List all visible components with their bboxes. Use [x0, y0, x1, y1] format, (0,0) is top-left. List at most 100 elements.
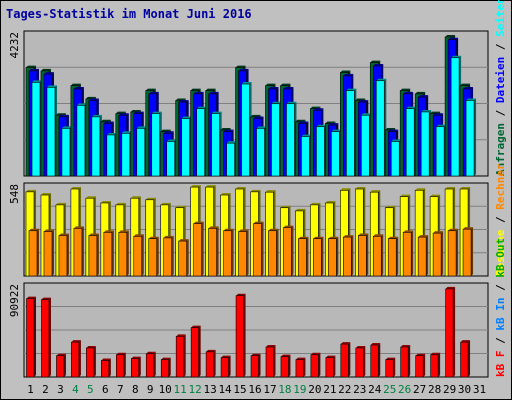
bar-seiten-day-2 [46, 87, 56, 177]
bar-rechner-day-26-top [403, 230, 414, 233]
bar-seiten-day-11-top [181, 116, 192, 119]
bar-besuche-day-20-top [310, 202, 321, 205]
bar-anfragen-day-7-top [115, 111, 126, 114]
bar-seiten-day-1 [31, 82, 41, 177]
bar-kb-f-day-12-side [198, 325, 201, 377]
bar-rechner-day-25 [387, 238, 397, 277]
bar-anfragen-day-10-top [160, 129, 171, 132]
bar-kb-f-day-29-top [445, 286, 456, 289]
bar-dateien-day-29-top [448, 37, 459, 40]
bar-anfragen-day-11-top [175, 98, 186, 101]
bar-dateien-day-3-top [58, 114, 69, 117]
bar-seiten-day-17 [271, 103, 280, 177]
bar-kb-f-day-6-top [101, 358, 111, 361]
bar-kb-f-day-30 [460, 341, 469, 378]
bar-kb-f-day-27-side [423, 353, 426, 377]
legend-entry: Besuche [494, 229, 507, 276]
bar-dateien-day-30-top [463, 86, 474, 89]
bar-anfragen-day-6-top [100, 119, 111, 122]
bar-rechner-day-18 [283, 227, 292, 277]
x-tick-label-day-14: 14 [218, 383, 232, 396]
bar-kb-f-day-14-top [221, 355, 231, 358]
bar-rechner-day-15-side [246, 229, 249, 276]
x-tick-label-day-26: 26 [398, 383, 411, 396]
bar-kb-f-day-18-side [288, 354, 291, 377]
bar-kb-f-day-3-side [63, 353, 66, 377]
bar-seiten-day-16 [256, 128, 265, 177]
bar-seiten-day-17-top [271, 101, 282, 104]
bar-anfragen-day-28-top [430, 111, 441, 114]
bar-seiten-day-27-top [421, 109, 432, 112]
bar-seiten-day-22 [346, 90, 355, 177]
bar-besuche-day-8-top [130, 196, 141, 199]
legend-entry: kB In [494, 298, 507, 331]
x-tick-label-day-1: 1 [27, 383, 34, 396]
bar-anfragen-day-23-top [355, 98, 366, 101]
bar-rechner-day-20-side [321, 236, 324, 276]
bar-rechner-day-8 [133, 236, 143, 277]
bar-kb-f-day-2-side [48, 297, 51, 377]
bar-kb-f-day-20-side [318, 352, 321, 377]
bar-kb-f-day-7-side [123, 352, 126, 377]
bar-dateien-day-12-top [193, 91, 204, 94]
bar-dateien-day-24-top [373, 63, 384, 66]
bar-kb-f-day-13-top [206, 349, 216, 352]
legend-entry: / [494, 37, 507, 57]
bar-seiten-day-19 [301, 136, 310, 177]
x-tick-label-day-12: 12 [189, 383, 202, 396]
x-tick-label-day-2: 2 [42, 383, 49, 396]
bar-dateien-day-16-top [253, 116, 264, 119]
bar-rechner-day-16-top [253, 221, 264, 224]
bar-seiten-day-2-top [46, 85, 57, 88]
bar-rechner-day-27-top [418, 235, 429, 238]
bar-rechner-day-7 [118, 232, 128, 277]
bar-besuche-day-22-top [340, 188, 351, 191]
bar-besuche-day-6-top [100, 200, 111, 203]
bar-rechner-day-5-top [88, 233, 99, 236]
bar-kb-f-day-9-side [153, 351, 156, 377]
bar-seiten-day-30 [465, 100, 475, 177]
bar-besuche-day-26-top [400, 194, 411, 197]
bar-dateien-day-9-top [148, 91, 159, 94]
bar-rechner-day-3-top [58, 233, 69, 236]
x-tick-label-day-20: 20 [308, 383, 321, 396]
bar-rechner-day-22 [343, 236, 352, 277]
x-tick-label-day-19: 19 [293, 383, 306, 396]
bar-rechner-day-30 [462, 228, 472, 277]
bar-rechner-day-22-side [351, 235, 354, 276]
bar-rechner-day-24 [372, 236, 382, 277]
bar-kb-f-day-29 [445, 288, 454, 378]
bar-anfragen-day-27-top [415, 91, 426, 94]
bar-kb-f-day-20-top [310, 352, 321, 355]
bar-rechner-day-11 [178, 240, 187, 277]
x-tick-label-day-16: 16 [248, 383, 261, 396]
bar-rechner-day-27-side [426, 235, 429, 276]
bar-kb-f-day-8-side [138, 356, 141, 377]
bar-anfragen-day-1-top [26, 65, 36, 68]
bar-anfragen-day-4-top [70, 83, 81, 86]
bar-seiten-day-7-top [121, 131, 132, 134]
bar-seiten-day-3 [61, 128, 71, 177]
bar-seiten-day-30-side [474, 98, 477, 176]
bar-rechner-day-6-side [111, 230, 114, 276]
bar-rechner-day-12-top [193, 221, 204, 224]
bar-kb-f-day-13-side [213, 349, 216, 377]
bar-rechner-day-20 [313, 238, 322, 277]
bar-rechner-day-1 [28, 230, 38, 277]
bar-kb-f-day-5-side [93, 345, 96, 377]
bar-seiten-day-26 [405, 108, 415, 177]
x-tick-label-day-29: 29 [443, 383, 456, 396]
bar-besuche-day-3-top [55, 202, 66, 205]
bar-kb-f-day-2 [41, 299, 50, 378]
bar-dateien-day-17-top [268, 86, 279, 89]
bar-rechner-day-26-side [411, 230, 414, 276]
bar-rechner-day-4-side [81, 226, 84, 276]
bar-kb-f-day-3 [56, 355, 65, 378]
bar-anfragen-day-12-top [190, 88, 201, 91]
bar-anfragen-day-25-top [385, 128, 396, 131]
bar-kb-f-day-12-top [191, 325, 201, 328]
bar-rechner-day-24-side [381, 234, 384, 276]
bar-kb-f-day-7-top [116, 352, 126, 355]
bar-kb-f-day-4 [71, 341, 80, 378]
